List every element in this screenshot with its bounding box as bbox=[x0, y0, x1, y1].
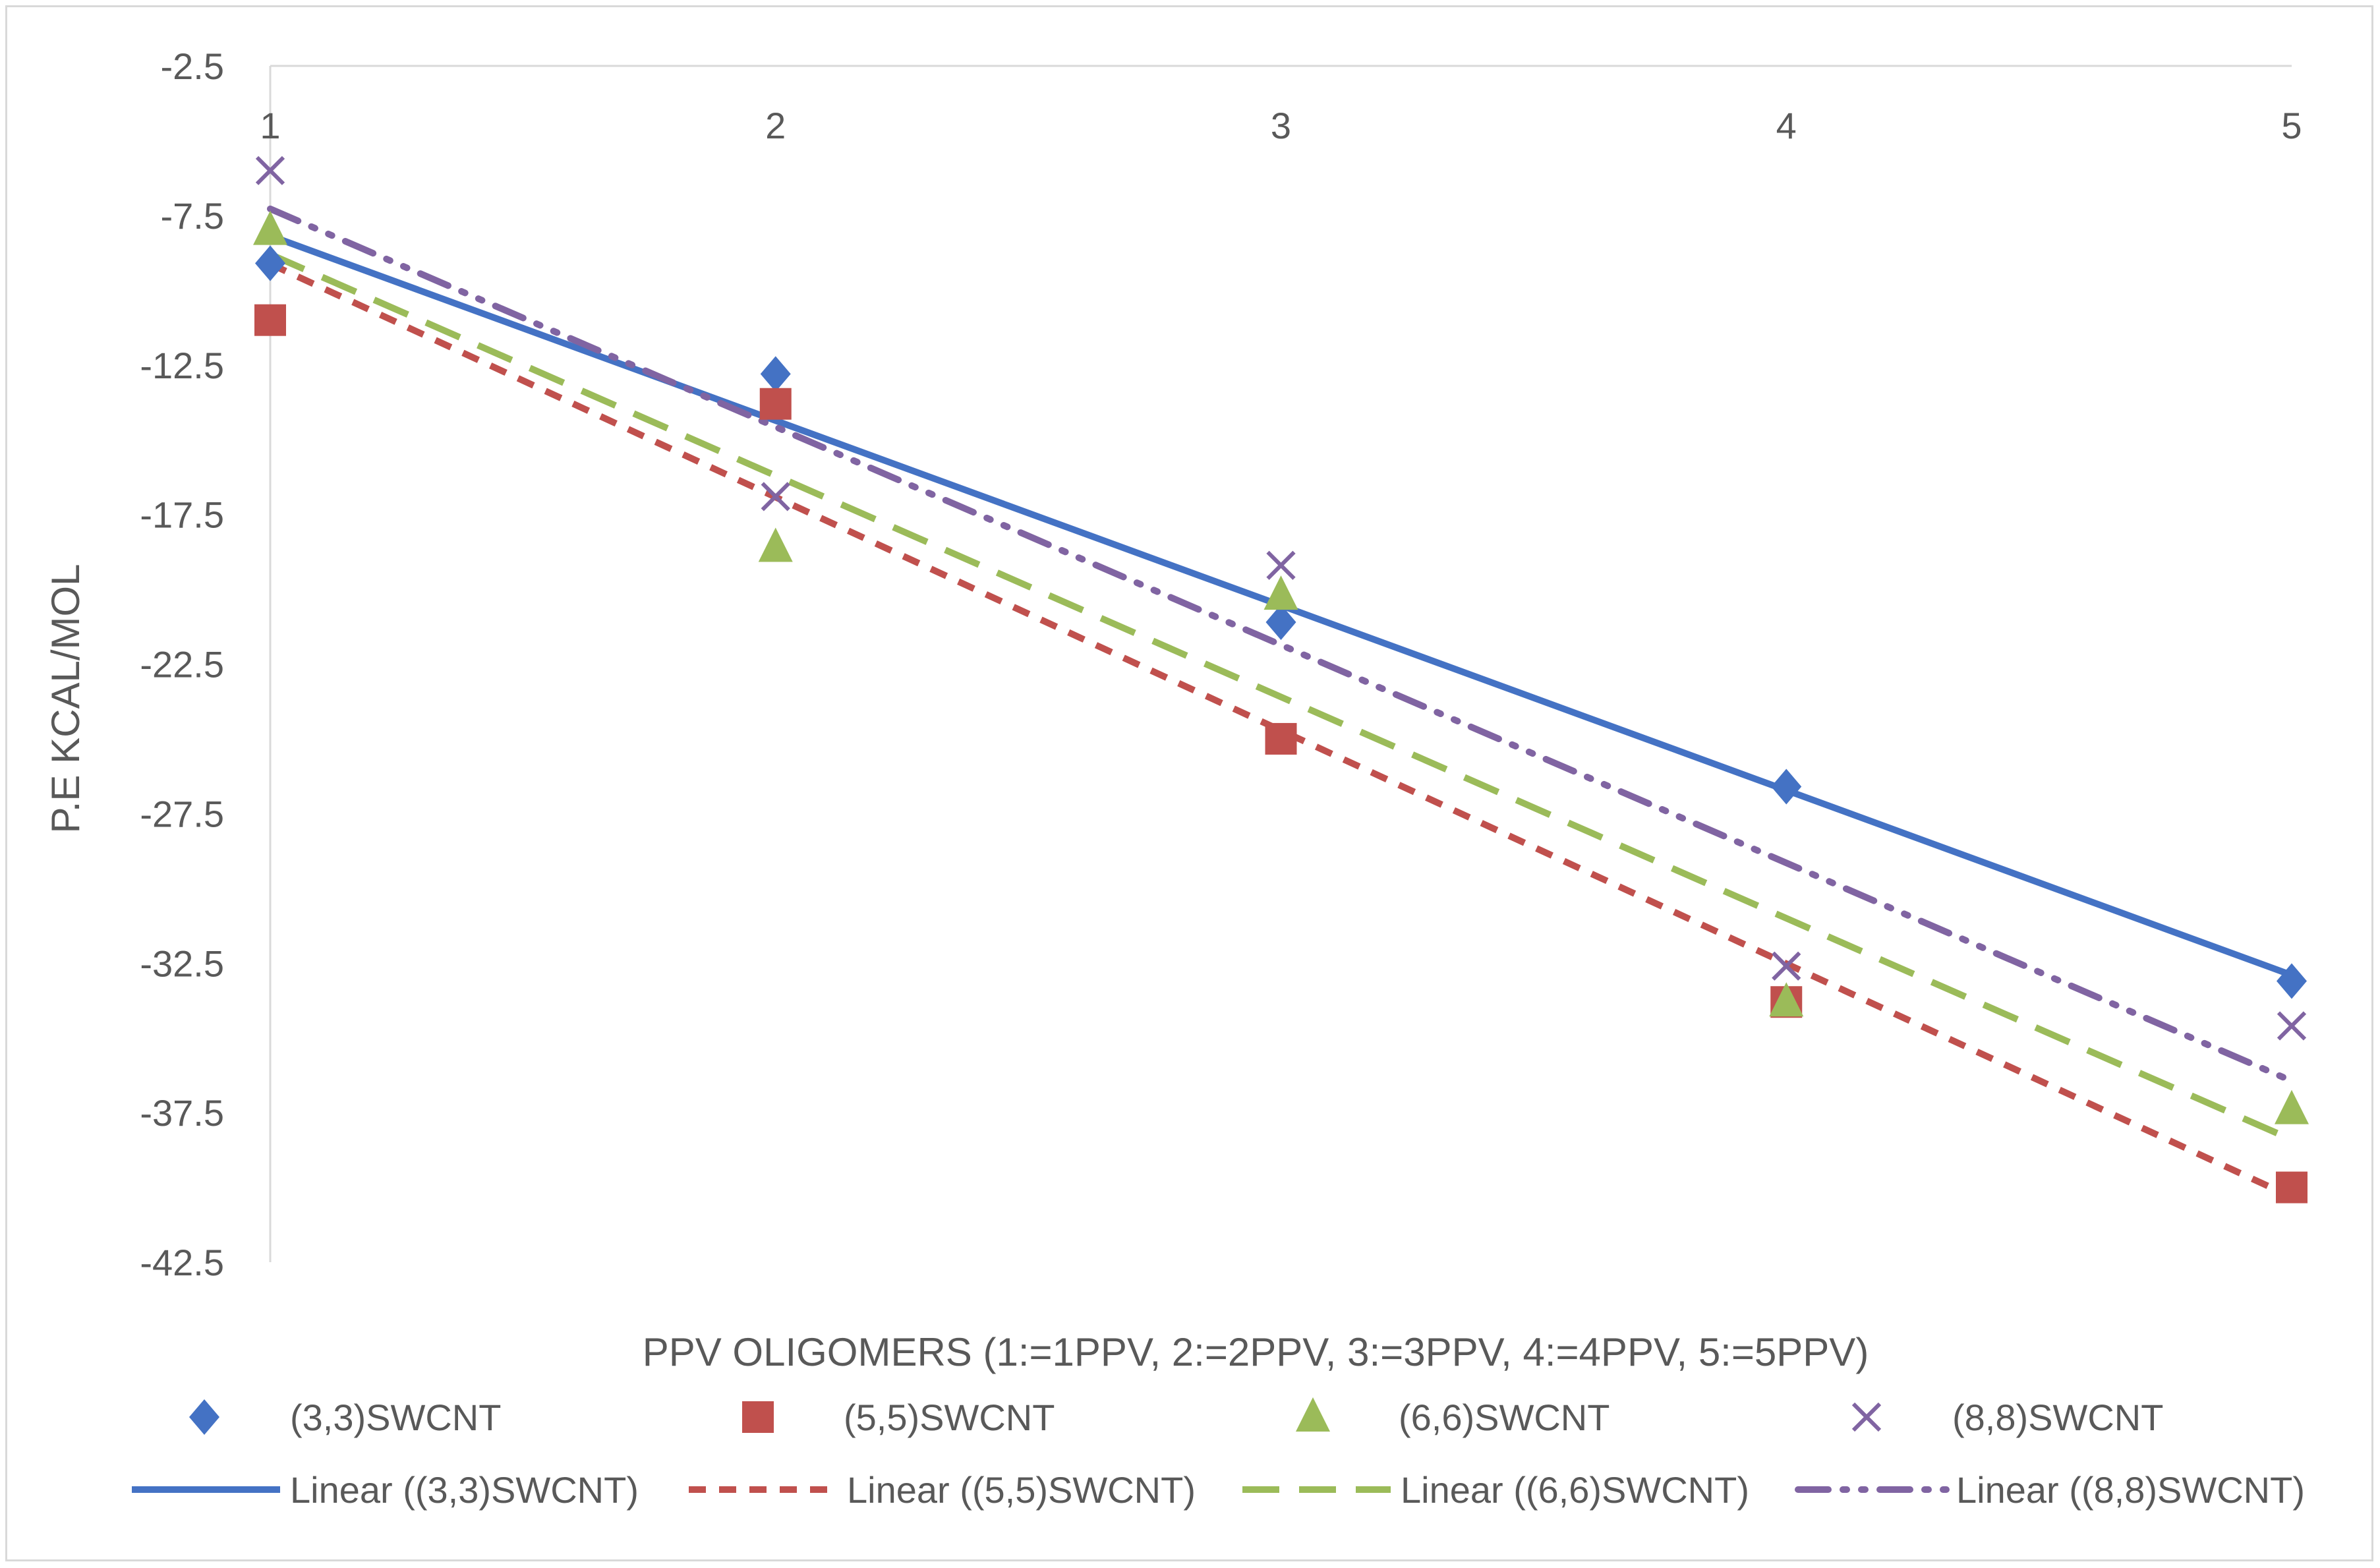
point-8-8-swcnt-x3 bbox=[1266, 550, 1296, 580]
point-8-8-swcnt-x3-stroke-b bbox=[1266, 550, 1296, 580]
point-8-8-swcnt-x5 bbox=[2277, 1011, 2307, 1041]
point-3-3-swcnt-x2 bbox=[760, 356, 791, 392]
point-6-6-swcnt-x1 bbox=[253, 210, 287, 245]
point-6-6-swcnt-x5 bbox=[2275, 1089, 2309, 1124]
point-5-5-swcnt-x1 bbox=[254, 304, 286, 336]
trendline-6-6-swcnt bbox=[268, 251, 2294, 1143]
point-5-5-swcnt-x5 bbox=[2276, 1171, 2307, 1204]
point-6-6-swcnt-x2 bbox=[758, 527, 793, 562]
y-tick-label: -17.5 bbox=[140, 494, 224, 536]
legend-marker-6-6-swcnt bbox=[1296, 1397, 1330, 1432]
legend: (3,3)SWCNT (5,5)SWCNT (6,6)SWCNT (8,8)SWCNT… bbox=[132, 1397, 2305, 1511]
point-8-8-swcnt-x1 bbox=[255, 156, 285, 185]
y-tick-label: -27.5 bbox=[140, 793, 224, 834]
legend-label-trend-6-6-swcnt: Linear ((6,6)SWCNT) bbox=[1401, 1469, 1749, 1511]
legend-marker-8-8-swcnt-stroke-b bbox=[1851, 1402, 1882, 1432]
legend-label-5-5-swcnt: (5,5)SWCNT bbox=[844, 1397, 1055, 1438]
chart-frame bbox=[5, 5, 2373, 1561]
point-5-5-swcnt-x2 bbox=[759, 388, 792, 420]
x-tick-label: 2 bbox=[765, 105, 786, 146]
trendlines bbox=[267, 205, 2295, 1200]
point-6-6-swcnt-x3 bbox=[1263, 575, 1298, 610]
point-6-6-swcnt-x4 bbox=[1769, 982, 1804, 1017]
point-5-5-swcnt-x3 bbox=[1265, 722, 1297, 755]
y-axis-title: P.E KCAL/MOL bbox=[44, 564, 88, 833]
legend-marker-5-5-swcnt bbox=[742, 1401, 774, 1433]
point-3-3-swcnt-x5 bbox=[2277, 963, 2307, 999]
y-tick-label: -22.5 bbox=[140, 644, 224, 685]
point-3-3-swcnt-x1 bbox=[255, 245, 285, 281]
legend-label-trend-5-5-swcnt: Linear ((5,5)SWCNT) bbox=[847, 1469, 1196, 1511]
x-tick-label: 5 bbox=[2281, 105, 2302, 146]
x-axis-title: PPV OLIGOMERS (1:=1PPV, 2:=2PPV, 3:=3PPV… bbox=[643, 1330, 1869, 1374]
legend-label-trend-8-8-swcnt: Linear ((8,8)SWCNT) bbox=[1956, 1469, 2305, 1511]
x-tick-label: 1 bbox=[260, 105, 280, 146]
x-tick-label: 3 bbox=[1271, 105, 1291, 146]
legend-label-8-8-swcnt: (8,8)SWCNT bbox=[1952, 1397, 2163, 1438]
trendline-8-8-swcnt bbox=[267, 205, 2295, 1085]
point-8-8-swcnt-x4-stroke-b bbox=[1772, 951, 1801, 981]
point-8-8-swcnt-x1-stroke-b bbox=[255, 156, 285, 185]
point-3-3-swcnt-x4 bbox=[1771, 769, 1802, 805]
legend-label-trend-3-3-swcnt: Linear ((3,3)SWCNT) bbox=[290, 1469, 639, 1511]
y-tick-label: -7.5 bbox=[161, 195, 225, 237]
x-tick-label: 4 bbox=[1776, 105, 1797, 146]
axes: -2.5 -7.5 -12.5 -17.5 -22.5 -27.5 -32.5 -37.5 -4… bbox=[140, 45, 2302, 1283]
trendline-5-5-swcnt bbox=[268, 260, 2294, 1200]
point-8-8-swcnt-x2-stroke-b bbox=[761, 482, 790, 511]
y-tick-label: -32.5 bbox=[140, 943, 224, 984]
point-8-8-swcnt-x5-stroke-b bbox=[2277, 1011, 2307, 1041]
point-8-8-swcnt-x2 bbox=[761, 482, 790, 511]
y-tick-label: -12.5 bbox=[140, 345, 224, 386]
point-8-8-swcnt-x4 bbox=[1772, 951, 1801, 981]
y-tick-label: -2.5 bbox=[161, 45, 225, 87]
legend-label-6-6-swcnt: (6,6)SWCNT bbox=[1399, 1397, 1610, 1438]
point-3-3-swcnt-x3 bbox=[1265, 604, 1296, 640]
legend-label-3-3-swcnt: (3,3)SWCNT bbox=[290, 1397, 501, 1438]
legend-marker-3-3-swcnt bbox=[189, 1399, 219, 1435]
legend-marker-8-8-swcnt bbox=[1851, 1402, 1882, 1432]
y-tick-label: -42.5 bbox=[140, 1242, 224, 1283]
y-tick-label: -37.5 bbox=[140, 1092, 224, 1134]
data-points bbox=[253, 156, 2309, 1204]
